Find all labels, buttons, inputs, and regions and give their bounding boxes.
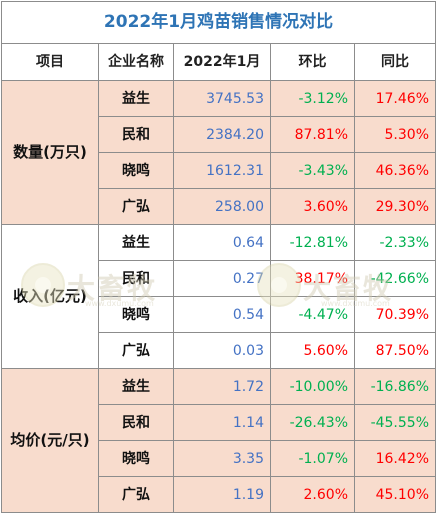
mom-cell: -1.07% [270, 440, 355, 477]
company-cell: 广弘 [98, 476, 174, 513]
table-row: 数量(万只) 益生 3745.53 -3.12% 17.46% [1, 80, 436, 225]
value-cell: 1.72 [173, 368, 271, 405]
company-cell: 广弘 [98, 188, 174, 225]
company-cell: 民和 [98, 116, 174, 153]
table-row: 民和 1.14 -26.43% -45.55% [2, 404, 436, 441]
value-cell: 1.14 [173, 404, 271, 441]
value-cell: 3745.53 [173, 80, 271, 117]
mom-cell: -26.43% [270, 404, 355, 441]
table-row: 收入(亿元) 益生 0.64 -12.81% -2.33% [1, 224, 436, 369]
yoy-cell: 87.50% [354, 332, 436, 369]
header-period: 2022年1月 [173, 43, 271, 81]
header-mom: 环比 [270, 43, 355, 81]
table-row: 晓鸣 1612.31 -3.43% 46.36% [2, 152, 436, 189]
yoy-cell: 45.10% [354, 476, 436, 513]
yoy-cell: 5.30% [354, 116, 436, 153]
table-row: 民和 0.27 38.17% -42.66% [2, 260, 436, 297]
mom-cell: -4.47% [270, 296, 355, 333]
table-row: 晓鸣 3.35 -1.07% 16.42% [2, 440, 436, 477]
mom-cell: -12.81% [270, 224, 355, 261]
company-cell: 晓鸣 [98, 296, 174, 333]
value-cell: 0.03 [173, 332, 271, 369]
mom-cell: 38.17% [270, 260, 355, 297]
company-cell: 晓鸣 [98, 440, 174, 477]
company-cell: 益生 [98, 224, 174, 261]
table-row: 广弘 1.19 2.60% 45.10% [2, 476, 436, 513]
value-cell: 0.64 [173, 224, 271, 261]
value-cell: 2384.20 [173, 116, 271, 153]
table-row: 民和 2384.20 87.81% 5.30% [2, 116, 436, 153]
mom-cell: 2.60% [270, 476, 355, 513]
value-cell: 0.54 [173, 296, 271, 333]
yoy-cell: 29.30% [354, 188, 436, 225]
table-row: 均价(元/只) 益生 1.72 -10.00% -16.86% [1, 368, 436, 513]
value-cell: 258.00 [173, 188, 271, 225]
mom-cell: -3.12% [270, 80, 355, 117]
mom-cell: -10.00% [270, 368, 355, 405]
header-company: 企业名称 [98, 43, 174, 81]
header-row: 项目 企业名称 2022年1月 环比 同比 [1, 43, 436, 81]
table-row: 晓鸣 0.54 -4.47% 70.39% [2, 296, 436, 333]
value-cell: 3.35 [173, 440, 271, 477]
table-row: 广弘 0.03 5.60% 87.50% [2, 332, 436, 369]
company-cell: 民和 [98, 260, 174, 297]
company-cell: 益生 [98, 80, 174, 117]
yoy-cell: -16.86% [354, 368, 436, 405]
table-row: 广弘 258.00 3.60% 29.30% [2, 188, 436, 225]
value-cell: 1.19 [173, 476, 271, 513]
value-cell: 1612.31 [173, 152, 271, 189]
yoy-cell: -42.66% [354, 260, 436, 297]
group-label: 均价(元/只) [1, 368, 99, 513]
company-cell: 民和 [98, 404, 174, 441]
company-cell: 晓鸣 [98, 152, 174, 189]
yoy-cell: 17.46% [354, 80, 436, 117]
value-cell: 0.27 [173, 260, 271, 297]
header-yoy: 同比 [354, 43, 436, 81]
mom-cell: -3.43% [270, 152, 355, 189]
mom-cell: 3.60% [270, 188, 355, 225]
yoy-cell: -2.33% [354, 224, 436, 261]
company-cell: 广弘 [98, 332, 174, 369]
yoy-cell: 70.39% [354, 296, 436, 333]
company-cell: 益生 [98, 368, 174, 405]
group-label: 数量(万只) [1, 80, 99, 225]
yoy-cell: 16.42% [354, 440, 436, 477]
yoy-cell: 46.36% [354, 152, 436, 189]
group-label: 收入(亿元) [1, 224, 99, 369]
mom-cell: 5.60% [270, 332, 355, 369]
mom-cell: 87.81% [270, 116, 355, 153]
yoy-cell: -45.55% [354, 404, 436, 441]
table-title: 2022年1月鸡苗销售情况对比 [1, 1, 436, 44]
header-item: 项目 [1, 43, 99, 81]
